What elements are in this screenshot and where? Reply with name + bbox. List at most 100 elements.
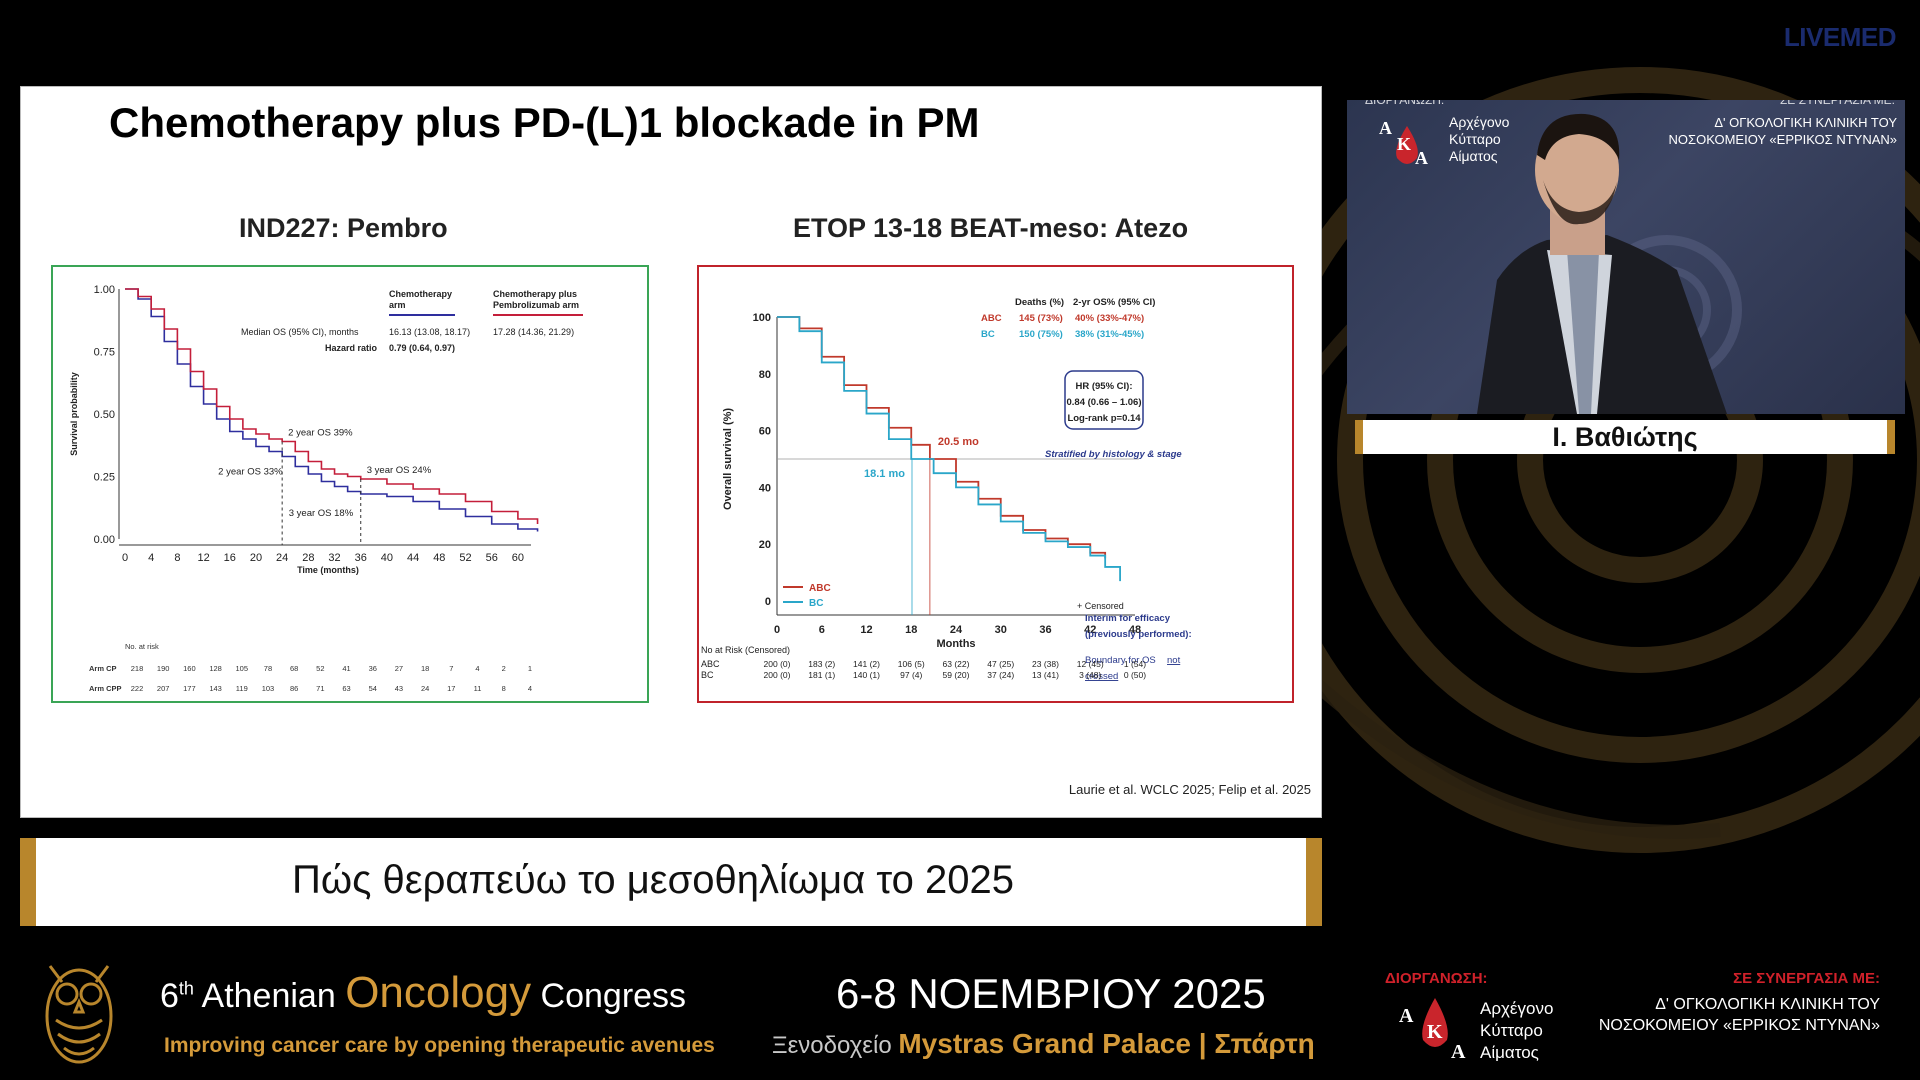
hr-box-line: HR (95% CI): xyxy=(1075,381,1132,392)
risk-cell: 2 xyxy=(502,664,506,673)
beat-meso-km-svg: 0 20 40 60 80 100 0 6 12 18 24 30 36 42 48 Months Overal… xyxy=(701,297,1192,682)
risk-cell: 63 xyxy=(342,684,350,693)
legend-median-cpp: 17.28 (14.36, 21.29) xyxy=(493,327,574,337)
svg-text:K: K xyxy=(1427,1021,1443,1043)
x-tick-label: 8 xyxy=(174,552,180,564)
legend-table-arm: BC xyxy=(981,329,995,340)
risk-cell: 17 xyxy=(447,684,455,693)
x-tick-label: 36 xyxy=(355,552,367,564)
hr-box xyxy=(1064,370,1144,430)
beat-meso-km-chart: 0 20 40 60 80 100 0 6 12 18 24 30 36 42 48 Months Overal… xyxy=(697,265,1294,703)
congress-footer: 6th Athenian Oncology Congress Improving… xyxy=(0,944,1920,1080)
risk-cell: 128 xyxy=(209,664,222,673)
risk-cell: 119 xyxy=(236,684,248,693)
speaker-logo-letter-a: A xyxy=(1379,118,1392,138)
x-tick-label: 48 xyxy=(433,552,445,564)
risk-row-label: Arm CPP xyxy=(89,684,122,693)
x-tick-label: 44 xyxy=(407,552,419,564)
censored-legend: + Censored xyxy=(1077,601,1124,611)
lower-third-title-bar: Πώς θεραπεύω το μεσοθηλίωμα το 2025 xyxy=(20,838,1322,926)
x-tick-label: 32 xyxy=(328,552,340,564)
speaker-video: ΔΙΟΡΓΑΝΩΣΗ: ΣΕ ΣΥΝΕΡΓΑΣΙΑ ΜΕ: A K A Αρχέ… xyxy=(1347,100,1905,414)
x-tick-label: 60 xyxy=(512,552,524,564)
risk-cell: 36 xyxy=(369,664,377,673)
x-tick-label: 24 xyxy=(276,552,288,564)
y-tick-label: 0.00 xyxy=(94,534,115,546)
x-tick-label: 18 xyxy=(905,624,917,636)
median-label-abc: 20.5 mo xyxy=(938,436,979,448)
talk-title: Πώς θεραπεύω το μεσοθηλίωμα το 2025 xyxy=(292,858,1014,902)
legend-table-os: 38% (31%-45%) xyxy=(1075,329,1144,340)
y-tick-label: 0 xyxy=(765,596,771,608)
risk-cell: 68 xyxy=(290,664,298,673)
risk-cell: 207 xyxy=(157,684,170,693)
speaker-bg-org-name: Αρχέγονο Κύτταρο Αίματος xyxy=(1449,114,1510,164)
speaker-name: Ι. Βαθιώτης xyxy=(1552,422,1698,452)
risk-cell: 4 xyxy=(475,664,479,673)
interim-line2: (previously performed): xyxy=(1085,629,1192,640)
risk-cell: 43 xyxy=(395,684,403,693)
risk-cell: 218 xyxy=(131,664,144,673)
legend-hr-label: Hazard ratio xyxy=(325,343,378,353)
risk-cell: 190 xyxy=(157,664,170,673)
risk-cell: 78 xyxy=(264,664,272,673)
risk-cell: 106 (5) xyxy=(898,659,925,669)
x-tick-label: 28 xyxy=(302,552,314,564)
risk-cell: 59 (20) xyxy=(943,670,970,680)
speaker-bg-org-logo xyxy=(1396,126,1418,164)
slide-reference: Laurie et al. WCLC 2025; Felip et al. 20… xyxy=(1068,782,1311,797)
y-tick-label: 40 xyxy=(759,482,771,494)
risk-cell: 103 xyxy=(262,684,275,693)
risk-row-label: Arm CP xyxy=(89,664,117,673)
x-tick-label: 24 xyxy=(950,624,963,636)
risk-cell: 181 (1) xyxy=(808,670,835,680)
congress-dates: 6-8 ΝΟΕΜΒΡΙΟΥ 2025 xyxy=(836,970,1266,1017)
risk-table-title: No. at risk xyxy=(125,642,159,651)
legend-cpp-label-line2: Pembrolizumab arm xyxy=(493,300,579,310)
x-axis-label: Months xyxy=(936,638,975,650)
x-tick-label: 0 xyxy=(122,552,128,564)
x-tick-label: 36 xyxy=(1039,624,1051,636)
collaboration-name: Δ' ΟΓΚΟΛΟΓΙΚΗ ΚΛΙΝΙΚΗ ΤΟΥ ΝΟΣΟΚΟΜΕΙΟΥ «Ε… xyxy=(1598,996,1880,1034)
risk-cell: 0 (50) xyxy=(1124,670,1146,680)
risk-row-label: BC xyxy=(701,670,714,680)
y-tick-label: 1.00 xyxy=(94,284,115,296)
legend-abc-label: ABC xyxy=(809,583,831,594)
risk-cell: 105 xyxy=(236,664,249,673)
risk-cell: 71 xyxy=(316,684,324,693)
speaker-bg-collab-name: Δ' ΟΓΚΟΛΟΓΙΚΗ ΚΛΙΝΙΚΗ ΤΟΥ ΝΟΣΟΚΟΜΕΙΟΥ «Ε… xyxy=(1668,115,1897,147)
risk-cell: 4 xyxy=(528,684,532,693)
km-curve-bc xyxy=(777,316,1121,582)
risk-cell: 12 (45) xyxy=(1077,659,1104,669)
x-tick-label: 56 xyxy=(486,552,498,564)
y-tick-label: 0.75 xyxy=(94,347,115,359)
x-tick-label: 12 xyxy=(860,624,872,636)
risk-cell: 7 xyxy=(449,664,453,673)
legend-median-cp: 16.13 (13.08, 18.17) xyxy=(389,327,470,337)
slide-title: Chemotherapy plus PD-(L)1 blockade in PM xyxy=(109,99,980,146)
interim-line1: Interim for efficacy xyxy=(1085,613,1171,624)
y-tick-label: 20 xyxy=(759,539,771,551)
risk-cell: 1 (54) xyxy=(1124,659,1146,669)
annotation-2yr-cpp: 2 year OS 39% xyxy=(288,428,353,439)
speaker-logo-letter-k: K xyxy=(1397,134,1412,154)
legend-cp-label-line2: arm xyxy=(389,300,406,310)
x-tick-label: 30 xyxy=(995,624,1007,636)
presentation-slide: Chemotherapy plus PD-(L)1 blockade in PM… xyxy=(20,86,1322,818)
svg-text:A: A xyxy=(1399,1005,1414,1027)
annotation-2yr-cp: 2 year OS 33% xyxy=(218,467,283,478)
risk-cell: 37 (24) xyxy=(987,670,1014,680)
speaker-bg-org-label: ΔΙΟΡΓΑΝΩΣΗ: xyxy=(1365,100,1445,107)
congress-tagline: Improving cancer care by opening therape… xyxy=(164,1034,715,1057)
right-chart-subtitle: ETOP 13-18 BEAT-meso: Atezo xyxy=(793,213,1189,243)
speaker-figure xyxy=(1477,113,1742,414)
ind227-km-chart: 0.00 0.25 0.50 0.75 1.00 0 4 8 12 16 20 24 28 32 36 40 4… xyxy=(51,265,649,703)
x-tick-label: 4 xyxy=(148,552,154,564)
risk-cell: 47 (25) xyxy=(987,659,1014,669)
risk-cell: 140 (1) xyxy=(853,670,880,680)
x-tick-label: 12 xyxy=(197,552,209,564)
legend-table-os: 40% (33%-47%) xyxy=(1075,313,1144,324)
congress-venue: Ξενοδοχείο Mystras Grand Palace | Σπάρτη xyxy=(772,1028,1315,1059)
risk-row-label: ABC xyxy=(701,659,720,669)
owl-logo-icon xyxy=(45,965,113,1064)
